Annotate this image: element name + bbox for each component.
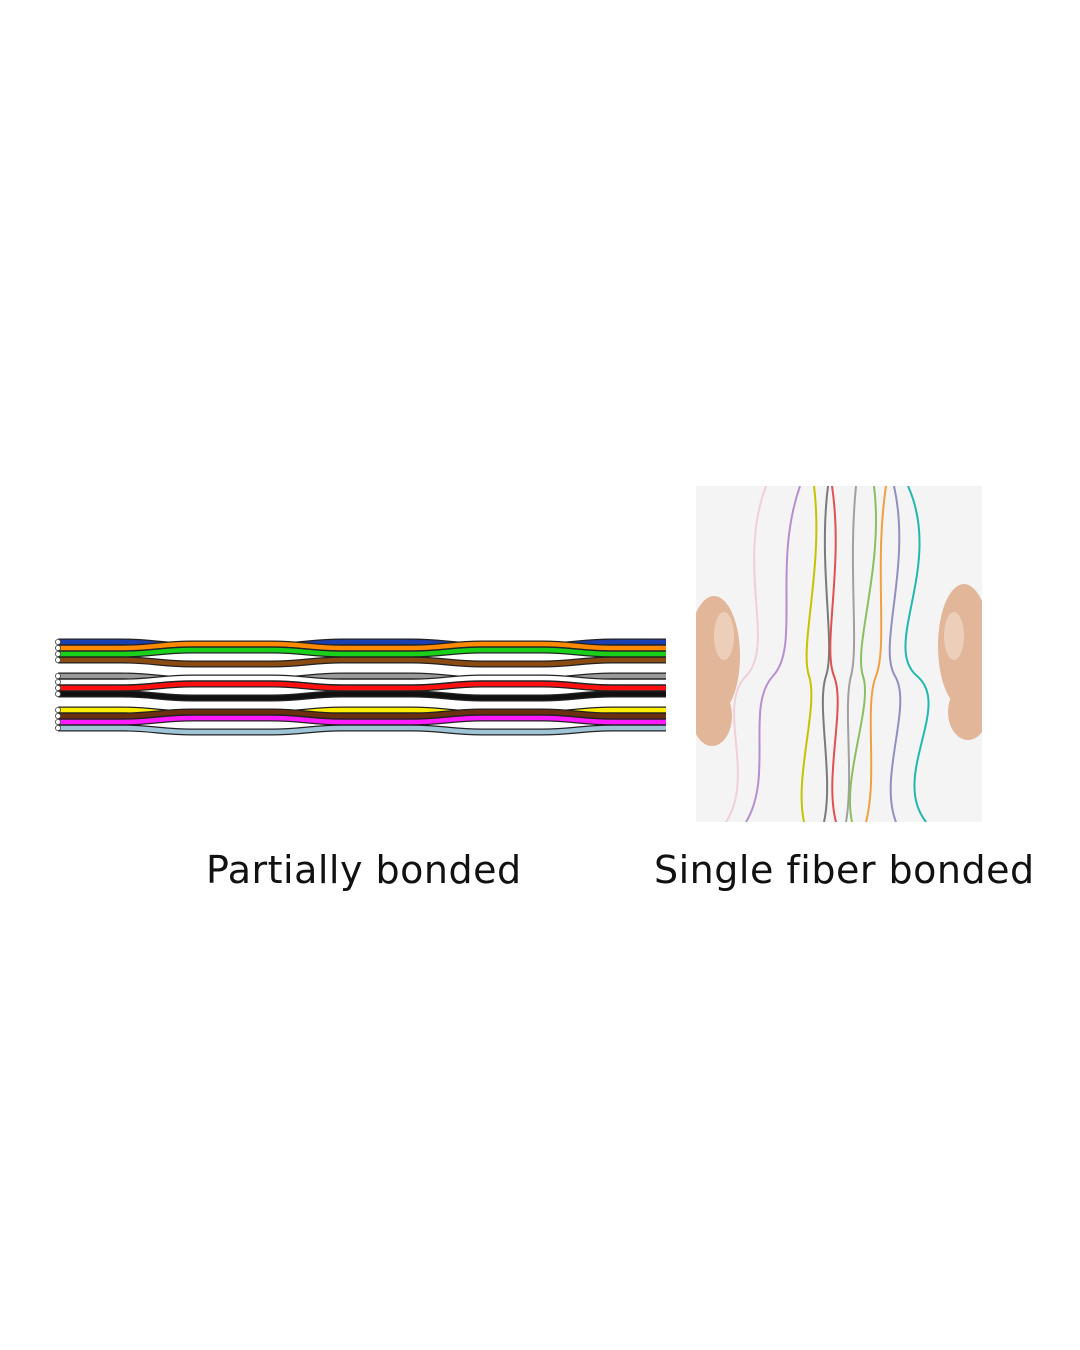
loose-fiber — [904, 486, 930, 822]
ribbon-fiber — [58, 647, 666, 657]
fiber-end-circle — [55, 679, 61, 686]
loose-fiber — [829, 486, 839, 822]
ribbon-fiber — [58, 681, 666, 691]
partially-bonded-ribbon-diagram — [55, 638, 666, 736]
ribbon-fiber — [58, 725, 666, 735]
right-fingernail — [944, 612, 964, 660]
fiber-end-circle — [55, 638, 61, 645]
loose-fiber — [845, 486, 857, 822]
fiber-end-circle — [55, 657, 61, 664]
fiber-end-circle — [55, 685, 61, 692]
ribbon-fiber — [58, 715, 666, 725]
single-fiber-bonded-caption: Single fiber bonded — [654, 848, 1035, 892]
fiber-end-circle — [55, 673, 61, 680]
loose-fiber — [848, 486, 878, 822]
fiber-end-circle — [55, 650, 61, 657]
partially-bonded-caption: Partially bonded — [206, 848, 522, 892]
ribbon-fiber — [58, 657, 666, 667]
ribbon-fiber — [58, 709, 666, 719]
ribbon-fiber — [58, 675, 666, 685]
fiber-end-circle — [55, 707, 61, 714]
single-fiber-bonded-photo — [696, 486, 982, 822]
left-finger-lower — [696, 686, 732, 746]
loose-fiber — [888, 486, 902, 822]
fiber-end-circle — [55, 644, 61, 651]
photo-background — [696, 486, 982, 822]
ribbon-fiber — [58, 641, 666, 651]
loose-fiber — [725, 486, 767, 822]
right-finger-lower — [948, 684, 982, 740]
fiber-end-circle — [55, 725, 61, 732]
fiber-end-circle — [55, 691, 61, 698]
ribbon-fiber — [58, 691, 666, 701]
fiber-end-circle — [55, 713, 61, 720]
loose-fiber — [865, 486, 887, 822]
fiber-end-circle — [55, 719, 61, 726]
left-fingernail — [714, 612, 734, 660]
loose-fiber — [800, 486, 818, 822]
loose-fiber — [745, 486, 801, 822]
loose-fiber — [821, 486, 831, 822]
